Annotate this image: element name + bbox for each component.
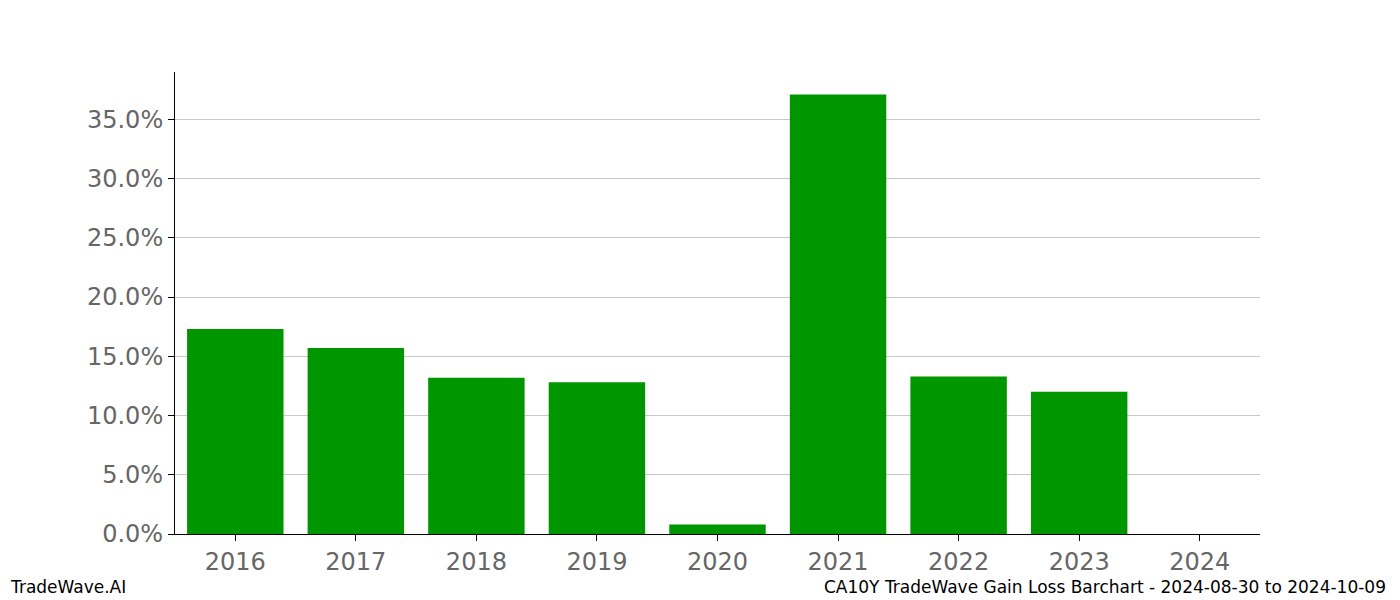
svg-text:TradeWave.AI: TradeWave.AI: [10, 577, 126, 597]
svg-text:5.0%: 5.0%: [102, 461, 163, 489]
svg-text:2018: 2018: [446, 548, 507, 576]
svg-text:2023: 2023: [1049, 548, 1110, 576]
svg-text:2019: 2019: [566, 548, 627, 576]
svg-text:25.0%: 25.0%: [87, 224, 163, 252]
svg-text:2017: 2017: [325, 548, 386, 576]
svg-text:20.0%: 20.0%: [87, 283, 163, 311]
svg-text:0.0%: 0.0%: [102, 520, 163, 548]
svg-text:35.0%: 35.0%: [87, 106, 163, 134]
svg-text:2021: 2021: [808, 548, 869, 576]
svg-text:2020: 2020: [687, 548, 748, 576]
svg-text:2022: 2022: [928, 548, 989, 576]
svg-text:CA10Y TradeWave Gain Loss Barc: CA10Y TradeWave Gain Loss Barchart - 202…: [824, 577, 1386, 597]
svg-text:30.0%: 30.0%: [87, 165, 163, 193]
svg-text:2016: 2016: [205, 548, 266, 576]
svg-text:10.0%: 10.0%: [87, 402, 163, 430]
svg-text:15.0%: 15.0%: [87, 343, 163, 371]
svg-text:2024: 2024: [1169, 548, 1230, 576]
